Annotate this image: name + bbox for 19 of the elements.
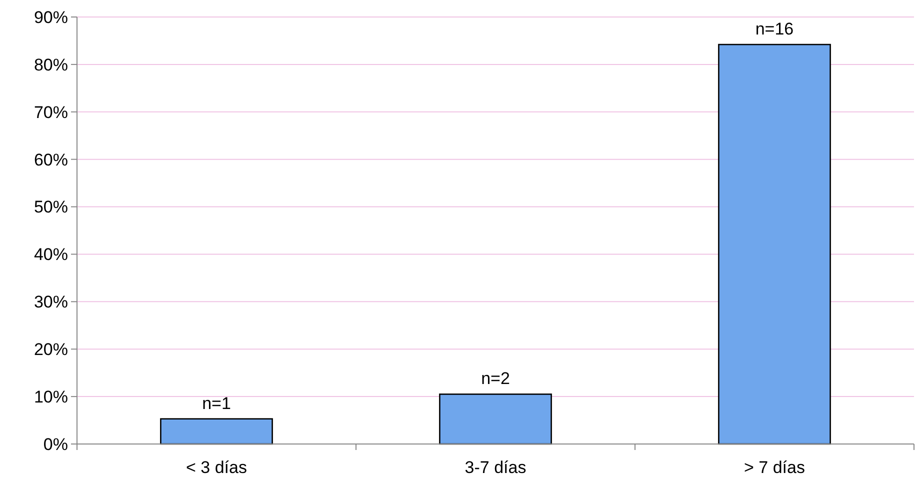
y-tick-label: 70% [34, 102, 68, 122]
annotation: n=1 [202, 394, 231, 413]
bar [439, 394, 552, 445]
y-tick-label: 80% [34, 55, 68, 74]
x-tick-label: < 3 días [186, 458, 247, 477]
y-tick-label: 90% [34, 8, 68, 27]
x-tick-label: 3-7 días [464, 458, 526, 477]
y-tick-label: 60% [34, 150, 68, 170]
y-tick-label: 40% [34, 245, 68, 264]
x-tick-label: > 7 días [744, 458, 805, 477]
y-tick-label: 0% [43, 434, 68, 454]
annotation: n=2 [481, 369, 510, 388]
y-tick-label: 10% [34, 388, 68, 407]
bar [718, 44, 831, 445]
y-tick-label: 30% [34, 292, 68, 312]
annotation: n=16 [755, 20, 794, 39]
y-tick-label: 50% [34, 198, 68, 217]
y-tick-label: 20% [34, 340, 68, 360]
bar [160, 418, 273, 445]
